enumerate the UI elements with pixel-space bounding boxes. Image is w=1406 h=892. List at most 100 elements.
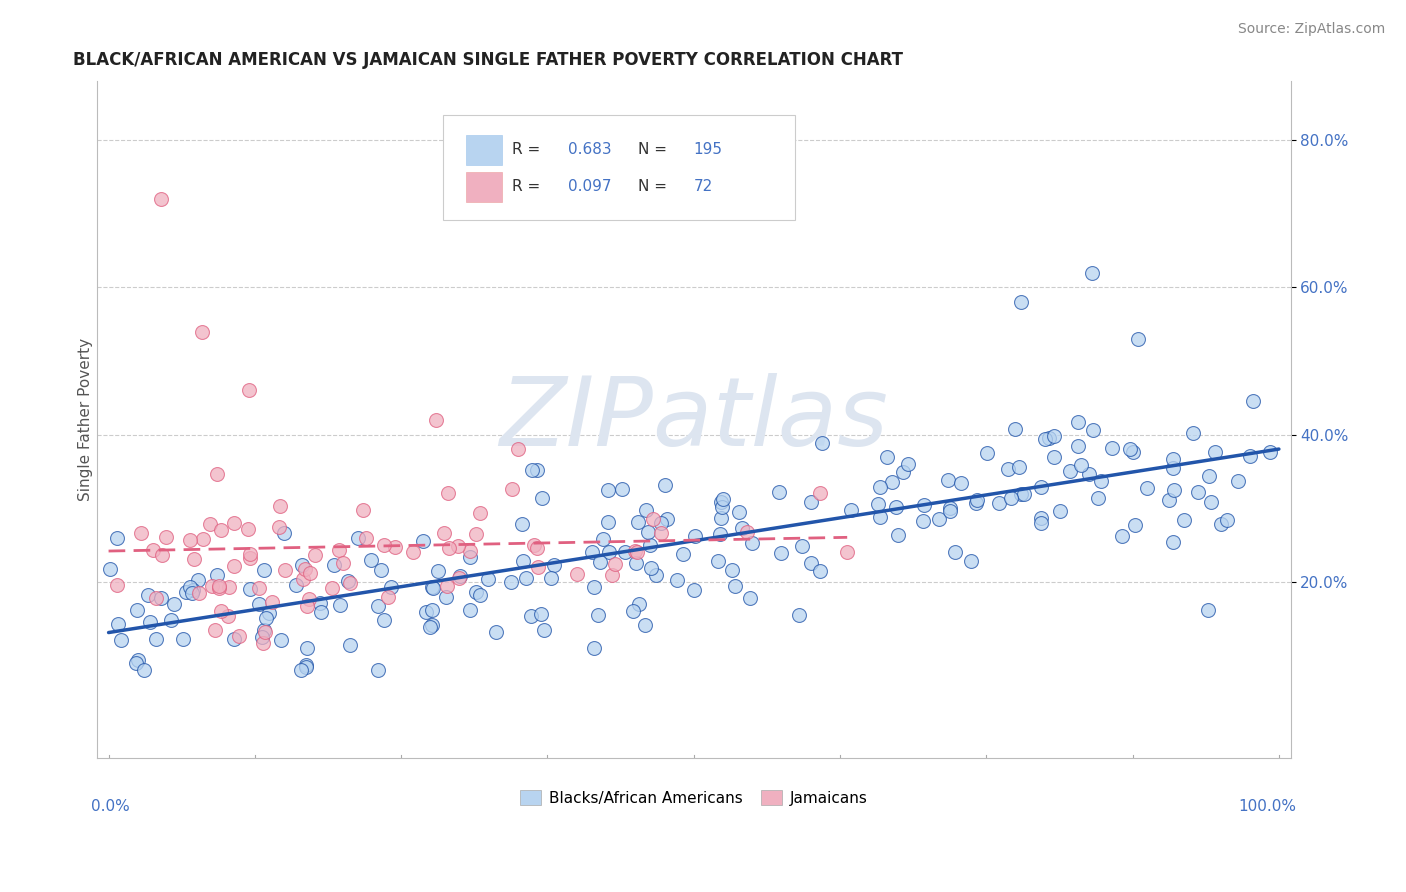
Point [808, 565, 831, 579]
Point [1101, 441, 1123, 455]
Text: R =: R = [512, 142, 546, 157]
Point [614, 544, 637, 558]
Point [222, 632, 245, 647]
Point [1241, 393, 1264, 408]
Point [567, 566, 589, 581]
Point [446, 539, 468, 553]
Point [637, 525, 659, 540]
Point [1136, 481, 1159, 495]
Point [267, 519, 290, 533]
Text: 100.0%: 100.0% [1239, 799, 1296, 814]
Point [581, 545, 603, 559]
Point [181, 583, 204, 598]
Point [250, 630, 273, 644]
Point [624, 544, 647, 558]
Point [290, 663, 312, 677]
Point [598, 515, 620, 529]
Point [939, 501, 962, 516]
Point [257, 607, 280, 621]
Point [1004, 422, 1026, 436]
Point [427, 564, 450, 578]
Point [179, 580, 201, 594]
Point [105, 531, 128, 545]
Point [367, 599, 389, 614]
Point [159, 613, 181, 627]
Point [352, 503, 374, 517]
Point [682, 583, 704, 598]
Point [208, 578, 231, 592]
Point [458, 549, 481, 564]
Point [540, 571, 562, 585]
Point [422, 581, 444, 595]
Text: 72: 72 [693, 178, 713, 194]
Point [583, 580, 606, 594]
Point [370, 563, 392, 577]
Point [1209, 517, 1232, 532]
Point [512, 554, 534, 568]
Point [298, 592, 321, 607]
Point [621, 603, 644, 617]
Point [292, 572, 315, 586]
Point [768, 484, 790, 499]
Point [299, 566, 322, 580]
Point [976, 446, 998, 460]
Point [710, 511, 733, 525]
Point [1161, 461, 1184, 475]
Point [297, 599, 319, 614]
FancyBboxPatch shape [443, 115, 796, 220]
Point [501, 482, 523, 496]
Point [627, 597, 650, 611]
Point [939, 504, 962, 518]
Point [839, 502, 862, 516]
Point [1226, 475, 1249, 489]
Point [191, 533, 214, 547]
Point [150, 192, 173, 206]
Point [1161, 535, 1184, 549]
Text: BLACK/AFRICAN AMERICAN VS JAMAICAN SINGLE FATHER POVERTY CORRELATION CHART: BLACK/AFRICAN AMERICAN VS JAMAICAN SINGL… [73, 51, 903, 69]
Point [150, 548, 173, 562]
Point [520, 609, 543, 624]
Point [205, 567, 228, 582]
Point [205, 467, 228, 482]
Point [419, 619, 441, 633]
Point [354, 531, 377, 545]
Point [1078, 467, 1101, 482]
Point [415, 605, 437, 619]
Point [198, 517, 221, 532]
Point [650, 516, 672, 531]
Point [238, 522, 260, 536]
Point [449, 568, 471, 582]
Point [260, 595, 283, 609]
Point [337, 574, 360, 588]
Point [425, 413, 447, 427]
Point [530, 607, 553, 621]
Point [711, 500, 734, 515]
Point [527, 560, 550, 574]
Point [912, 498, 935, 512]
Point [384, 541, 406, 555]
Point [247, 597, 270, 611]
Point [523, 538, 546, 552]
Point [965, 496, 987, 510]
Point [162, 597, 184, 611]
Point [1049, 504, 1071, 518]
Point [209, 523, 232, 537]
Point [188, 585, 211, 599]
Point [586, 608, 609, 623]
Point [412, 533, 434, 548]
Point [654, 478, 676, 492]
Point [308, 595, 330, 609]
Point [181, 586, 204, 600]
Point [125, 656, 148, 670]
Point [790, 539, 813, 553]
Point [269, 499, 291, 513]
Point [1070, 458, 1092, 472]
Point [187, 573, 209, 587]
Point [643, 512, 665, 526]
Point [520, 462, 543, 476]
Point [598, 545, 620, 559]
Point [800, 495, 823, 509]
Point [1111, 528, 1133, 542]
Point [808, 485, 831, 500]
Point [1043, 428, 1066, 442]
